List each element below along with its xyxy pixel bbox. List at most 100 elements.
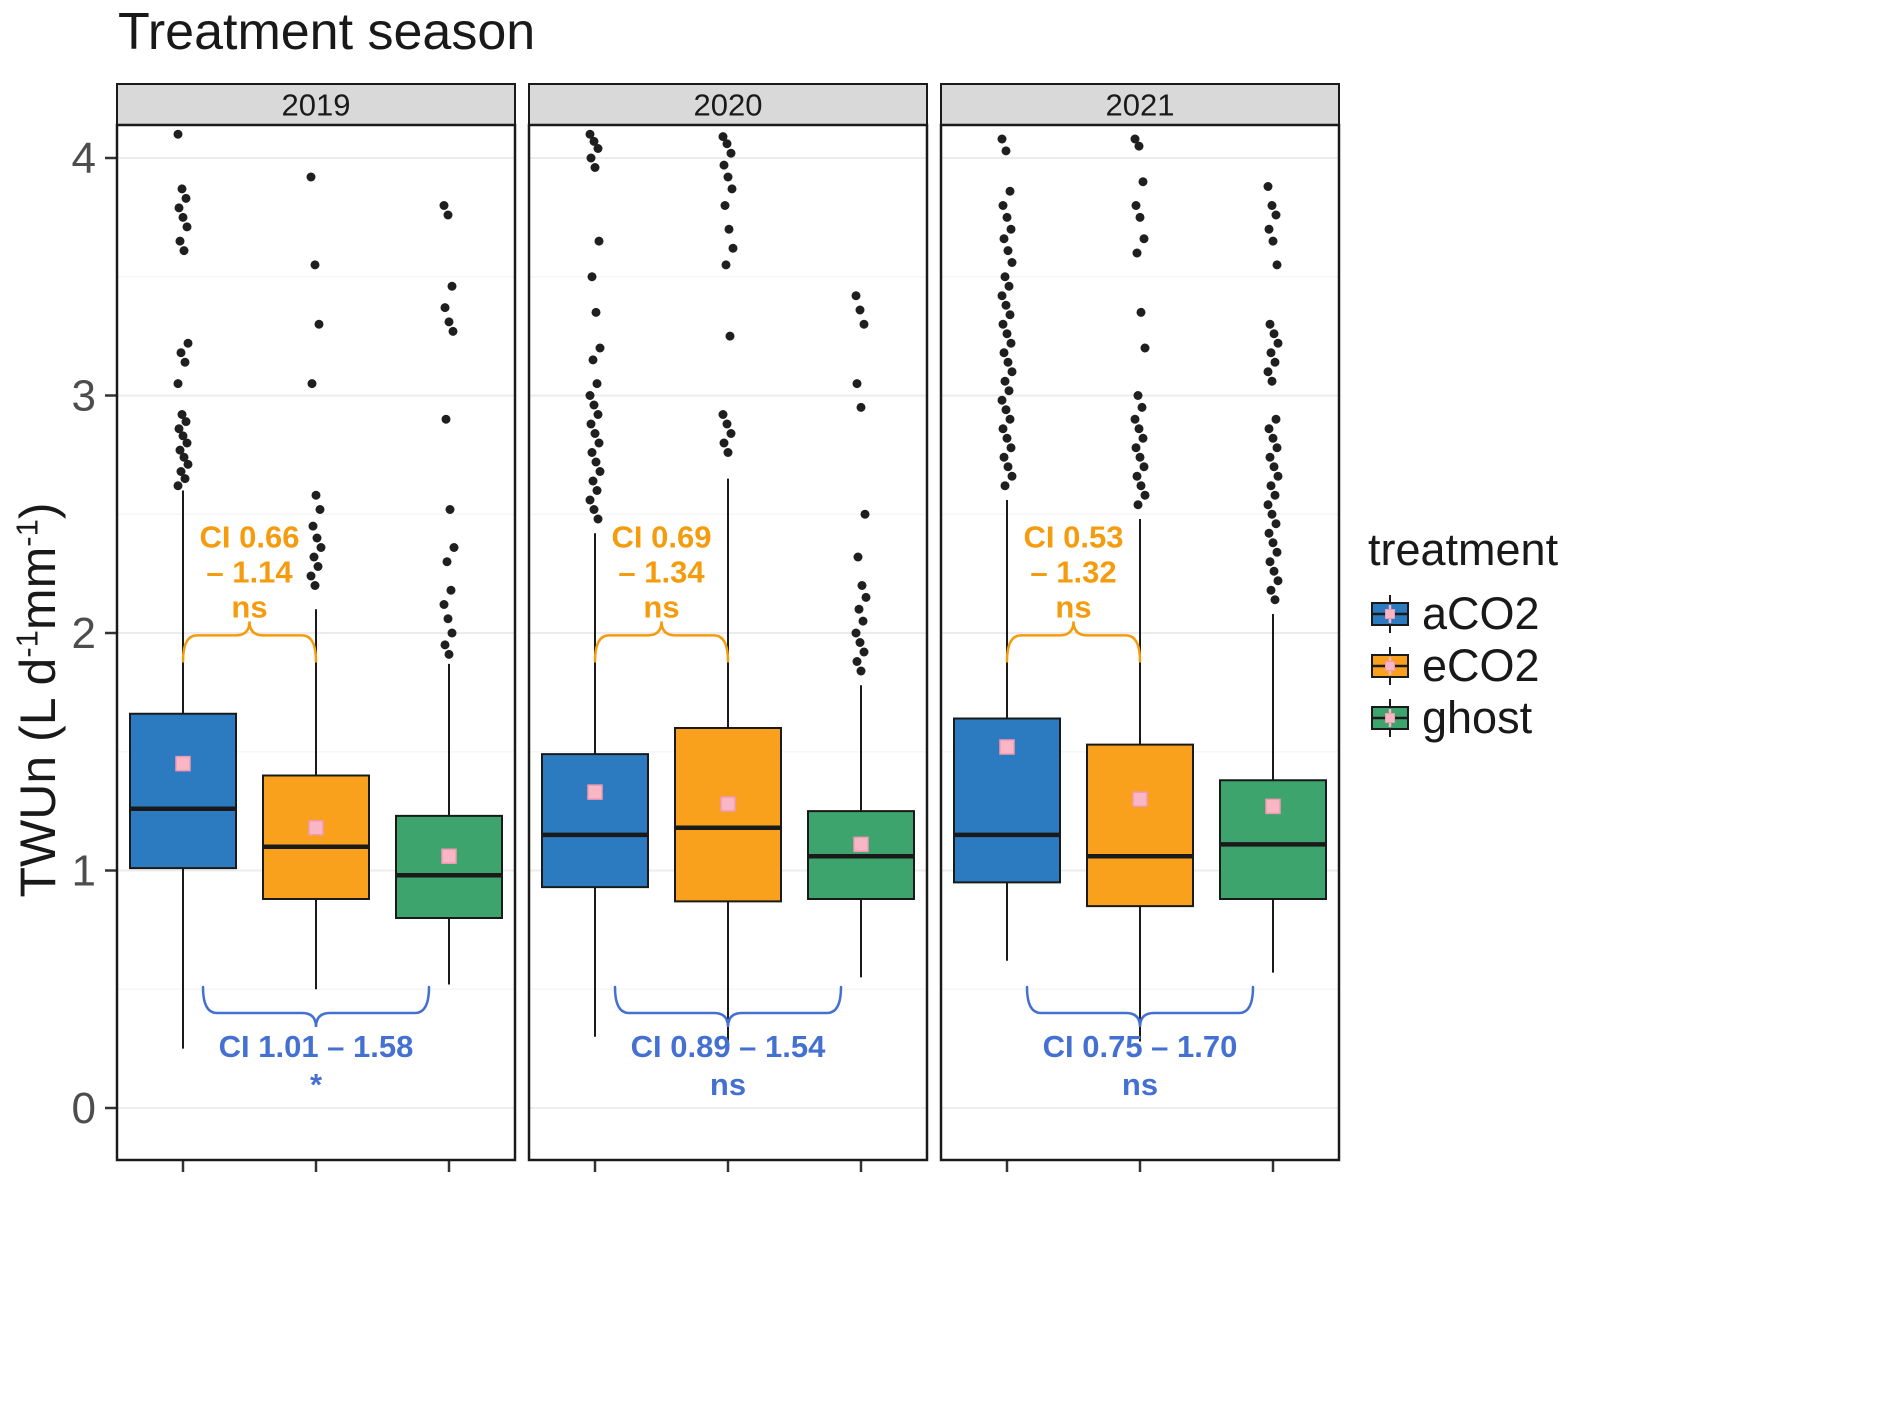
outlier-point bbox=[447, 628, 457, 638]
outlier-point bbox=[1130, 414, 1140, 424]
outlier-point bbox=[588, 355, 598, 365]
outlier-point bbox=[1006, 443, 1016, 453]
outlier-point bbox=[177, 410, 187, 419]
outlier-point bbox=[310, 581, 320, 590]
outlier-point bbox=[175, 236, 185, 246]
box-ghost bbox=[807, 291, 915, 1172]
outlier-point bbox=[591, 457, 601, 467]
y-axis: 0 1 2 3 4 bbox=[72, 134, 117, 1133]
outlier-point bbox=[1265, 319, 1275, 329]
y-tick-label: 1 bbox=[72, 847, 96, 896]
outlier-point bbox=[719, 438, 729, 448]
outlier-point bbox=[589, 505, 599, 514]
outlier-point bbox=[585, 129, 595, 139]
outlier-point bbox=[592, 379, 602, 389]
outlier-point bbox=[593, 514, 603, 524]
top-bracket-text: – 1.34 bbox=[618, 554, 705, 589]
outlier-point bbox=[1135, 212, 1145, 222]
outlier-point bbox=[587, 448, 597, 457]
outlier-point bbox=[1131, 201, 1141, 210]
outlier-point bbox=[1140, 343, 1150, 353]
outlier-point bbox=[1002, 329, 1012, 339]
outlier-point bbox=[1005, 414, 1015, 424]
outlier-point bbox=[851, 628, 861, 638]
outlier-point bbox=[1005, 310, 1015, 320]
outlier-point bbox=[1000, 481, 1010, 491]
outlier-point bbox=[587, 272, 597, 282]
outlier-point bbox=[1137, 402, 1147, 412]
top-bracket-text: CI 0.69 bbox=[612, 519, 712, 554]
box-body bbox=[1219, 779, 1327, 900]
outlier-point bbox=[590, 163, 600, 172]
outlier-point bbox=[589, 136, 599, 146]
outlier-point bbox=[594, 236, 604, 246]
outlier-point bbox=[1131, 443, 1141, 453]
outlier-point bbox=[175, 445, 185, 455]
outlier-point bbox=[585, 391, 595, 400]
outlier-point bbox=[1007, 258, 1017, 267]
outlier-point bbox=[446, 585, 456, 595]
outlier-point bbox=[999, 348, 1009, 358]
outlier-point bbox=[1134, 141, 1144, 151]
outlier-point bbox=[1139, 462, 1149, 472]
outlier-point bbox=[588, 476, 598, 486]
top-bracket-text: – 1.32 bbox=[1030, 554, 1116, 589]
bottom-bracket-text: ns bbox=[1122, 1067, 1158, 1102]
outlier-point bbox=[1003, 246, 1013, 256]
outlier-point bbox=[1271, 414, 1281, 424]
outlier-point bbox=[312, 533, 322, 543]
outlier-point bbox=[1001, 300, 1011, 310]
bottom-bracket-text: CI 0.75 – 1.70 bbox=[1043, 1029, 1238, 1064]
mean-marker bbox=[587, 784, 603, 800]
outlier-point bbox=[1002, 433, 1012, 443]
box-eCO2 bbox=[674, 132, 782, 1172]
outlier-point bbox=[1265, 557, 1275, 567]
outlier-point bbox=[310, 260, 320, 270]
outlier-point bbox=[998, 201, 1008, 210]
outlier-point bbox=[999, 452, 1009, 462]
mean-marker bbox=[175, 755, 191, 772]
outlier-point bbox=[177, 184, 187, 194]
outlier-point bbox=[180, 357, 190, 367]
outlier-point bbox=[593, 144, 603, 153]
bracket-blue bbox=[201, 985, 431, 1028]
outlier-point bbox=[595, 467, 605, 476]
outlier-point bbox=[1138, 177, 1148, 187]
outlier-point bbox=[1001, 146, 1011, 156]
mean-marker bbox=[720, 796, 736, 812]
outlier-point bbox=[593, 410, 603, 419]
bracket-orange bbox=[593, 621, 730, 663]
legend-title: treatment bbox=[1368, 524, 1559, 575]
outlier-point bbox=[1136, 307, 1146, 317]
outlier-point bbox=[1133, 391, 1143, 400]
facet-strip-label: 2020 bbox=[694, 88, 763, 123]
outlier-point bbox=[998, 319, 1008, 329]
outlier-point bbox=[595, 343, 605, 353]
outlier-point bbox=[1269, 566, 1279, 576]
box-eCO2 bbox=[1086, 134, 1194, 1172]
outlier-point bbox=[586, 153, 596, 163]
box-aCO2 bbox=[129, 129, 237, 1172]
top-bracket-text: CI 0.66 bbox=[200, 519, 300, 554]
outlier-point bbox=[1267, 509, 1277, 519]
panel-border bbox=[527, 123, 929, 1162]
outlier-point bbox=[858, 616, 868, 626]
outlier-point bbox=[1264, 224, 1274, 234]
mean-marker bbox=[853, 836, 869, 853]
outlier-point bbox=[1005, 186, 1015, 196]
outlier-point bbox=[1266, 481, 1276, 491]
outlier-point bbox=[851, 291, 861, 301]
legend: treatment aCO2 eCO2 bbox=[1368, 524, 1559, 743]
outlier-point bbox=[440, 640, 450, 650]
outlier-point bbox=[182, 222, 192, 232]
outlier-point bbox=[444, 317, 454, 327]
y-tick-label: 2 bbox=[72, 609, 96, 658]
box-body bbox=[129, 712, 237, 870]
outlier-point bbox=[181, 417, 191, 427]
chart-title: Treatment season bbox=[118, 3, 536, 61]
outlier-point bbox=[176, 467, 186, 476]
